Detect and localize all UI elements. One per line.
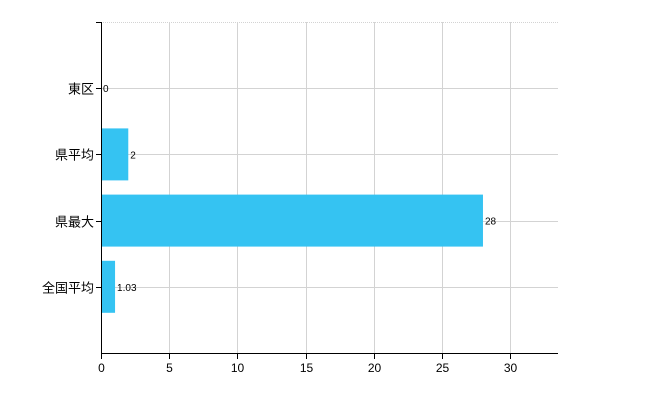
- grid-lines: [101, 22, 558, 353]
- x-tick-label-4: 20: [368, 361, 382, 375]
- category-label-3: 全国平均: [42, 281, 94, 297]
- data-label-2: 28: [485, 217, 497, 228]
- bars: [101, 128, 483, 313]
- x-tick-label-2: 10: [231, 361, 245, 375]
- x-tick-label-5: 25: [436, 361, 450, 375]
- bar-3: [101, 260, 116, 313]
- bar-1: [101, 128, 129, 181]
- axes: [96, 22, 558, 359]
- x-tick-label-3: 15: [300, 361, 314, 375]
- category-label-2: 県最大: [55, 216, 94, 231]
- category-label-0: 東区: [68, 82, 94, 98]
- x-tick-label-0: 0: [98, 361, 105, 375]
- category-label-1: 県平均: [55, 149, 94, 164]
- bar-2: [101, 194, 483, 247]
- data-label-0: 0: [103, 84, 109, 95]
- data-label-1: 2: [130, 150, 136, 161]
- x-tick-label-6: 30: [504, 361, 518, 375]
- x-tick-label-1: 5: [166, 361, 173, 375]
- data-label-3: 1.03: [117, 283, 137, 294]
